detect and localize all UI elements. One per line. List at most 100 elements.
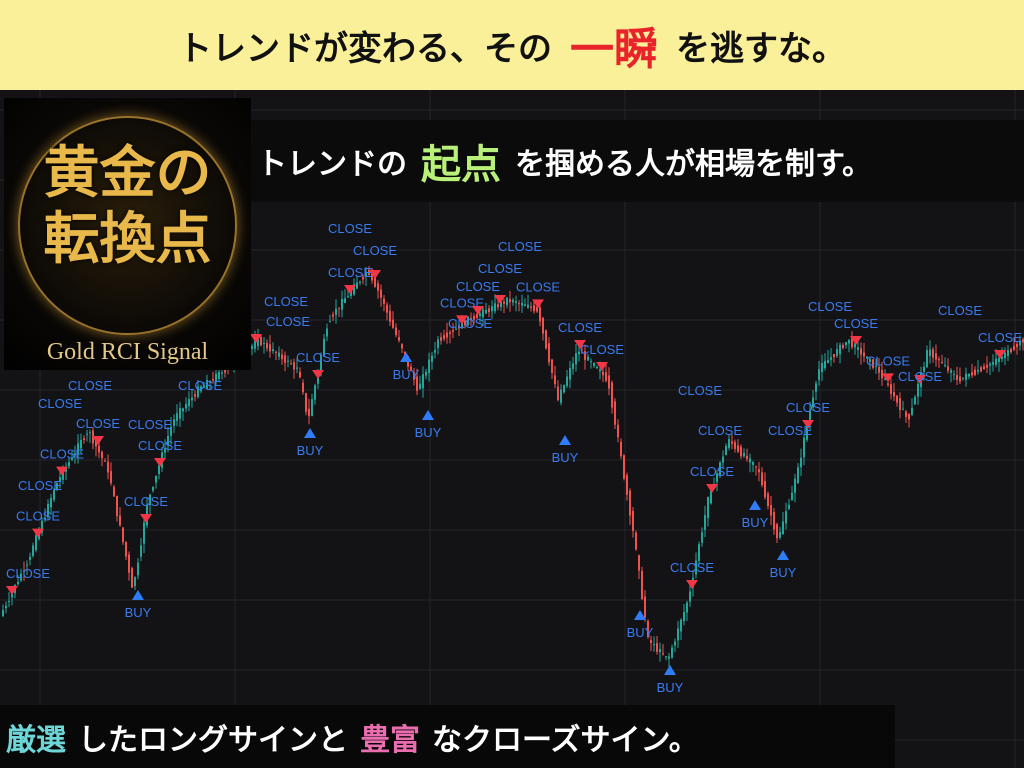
logo-title-line2: 転換点 (43, 206, 212, 272)
candle-body (188, 399, 190, 407)
candle-body (581, 352, 583, 354)
candle-body (194, 394, 196, 397)
candlestick-chart: BUY BUY BUY BUY BUY BUY BUY BUY BUY CLOSE CLOSE CLO… (0, 90, 1024, 768)
candle-body (938, 358, 940, 361)
close-signal-label: CLOSE (38, 396, 82, 411)
candle-body (809, 410, 811, 425)
candle-body (2, 610, 4, 616)
candle-body (299, 371, 301, 378)
candle-body (398, 336, 400, 341)
close-signal-label: CLOSE (670, 560, 714, 575)
close-signal-label: CLOSE (6, 566, 50, 581)
sell-signal-triangle (456, 315, 468, 325)
candle-body (257, 336, 259, 347)
candle-body (431, 355, 433, 362)
candle-body (176, 413, 178, 421)
candle-body (485, 309, 487, 314)
sell-signal-triangle (369, 270, 381, 279)
candle-body (461, 321, 463, 329)
candle-body (941, 362, 943, 364)
candle-body (221, 372, 223, 374)
buy-signal-label: BUY (770, 565, 797, 580)
candle-body (269, 344, 271, 352)
candle-body (995, 358, 997, 365)
candle-body (908, 413, 910, 420)
candle-body (974, 369, 976, 375)
candle-body (896, 395, 898, 403)
buy-signal-triangle (132, 590, 144, 600)
candle-body (965, 373, 967, 380)
candle-body (758, 469, 760, 473)
candle-body (659, 648, 661, 653)
candle-body (128, 554, 130, 573)
sell-signal-triangle (140, 514, 152, 523)
candle-body (275, 351, 277, 353)
candle-body (752, 462, 754, 465)
candle-body (812, 397, 814, 408)
candle-body (533, 305, 535, 312)
candle-body (107, 461, 109, 473)
candle-body (617, 424, 619, 438)
candle-body (875, 366, 877, 368)
candle-body (584, 351, 586, 360)
candle-body (17, 581, 19, 585)
candle-body (266, 342, 268, 349)
candle-body (683, 611, 685, 622)
buy-signal-triangle (749, 500, 761, 510)
candle-body (506, 297, 508, 306)
gold-ring-decoration (18, 116, 237, 335)
buy-signal-triangle (559, 435, 571, 445)
candle-body (329, 320, 331, 322)
candle-body (344, 298, 346, 303)
buy-signal-triangle (422, 410, 434, 420)
candle-body (719, 462, 721, 475)
candle-body (50, 497, 52, 508)
candle-body (98, 445, 100, 453)
buy-signal-triangle (777, 550, 789, 560)
candle-body (419, 383, 421, 389)
candle-body (377, 283, 379, 291)
candle-body (296, 367, 298, 369)
candle-body (674, 641, 676, 646)
buy-signal-label: BUY (657, 680, 684, 695)
candle-body (797, 467, 799, 484)
headline-text: トレンドが変わる、その (178, 28, 552, 69)
close-signal-label: CLOSE (68, 378, 112, 393)
candle-body (704, 515, 706, 530)
candle-body (935, 353, 937, 360)
candle-body (254, 340, 256, 349)
sell-signal-triangle (882, 373, 894, 383)
candle-body (500, 301, 502, 308)
buy-signal-label: BUY (297, 443, 324, 458)
bottom-accent-1: 厳選 (6, 722, 66, 758)
close-signal-label: CLOSE (353, 243, 397, 258)
candle-body (101, 451, 103, 459)
candle-body (401, 344, 403, 349)
candle-body (944, 365, 946, 367)
candle-body (623, 455, 625, 479)
candle-body (932, 349, 934, 358)
gold-rci-signal-logo: 黄金の 転換点 Gold RCI Signal (4, 98, 251, 370)
candle-body (284, 355, 286, 363)
sell-signal-triangle (312, 370, 324, 379)
candle-body (698, 544, 700, 561)
candle-body (743, 452, 745, 457)
candle-body (44, 517, 46, 520)
candle-body (599, 369, 601, 372)
candle-body (593, 363, 595, 366)
candle-body (164, 448, 166, 453)
candle-body (395, 327, 397, 336)
candle-body (608, 375, 610, 389)
candle-body (656, 643, 658, 652)
tagline-accent: 起点 (421, 142, 501, 188)
candle-body (914, 396, 916, 405)
close-signal-label: CLOSE (898, 369, 942, 384)
candle-body (956, 375, 958, 380)
close-signal-label: CLOSE (866, 353, 910, 368)
candle-body (77, 443, 79, 455)
candle-body (695, 560, 697, 575)
candle-body (602, 371, 604, 376)
candle-body (671, 647, 673, 658)
candle-body (572, 363, 574, 369)
candle-body (137, 562, 139, 576)
